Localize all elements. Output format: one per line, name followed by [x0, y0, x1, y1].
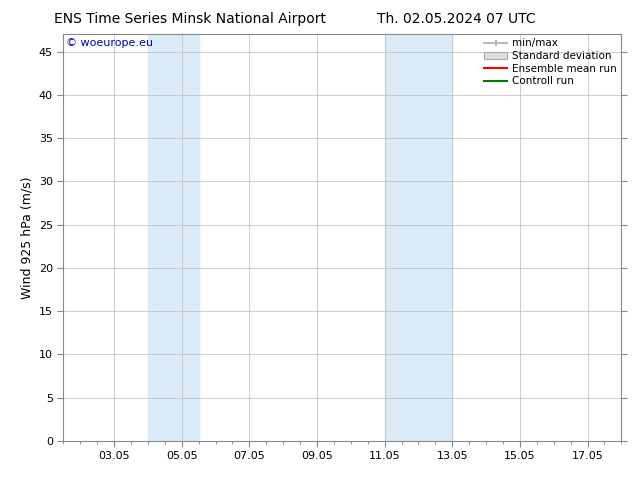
Bar	[148, 34, 198, 441]
Text: © woeurope.eu: © woeurope.eu	[66, 38, 153, 49]
Legend: min/max, Standard deviation, Ensemble mean run, Controll run: min/max, Standard deviation, Ensemble me…	[482, 36, 619, 88]
Text: ENS Time Series Minsk National Airport: ENS Time Series Minsk National Airport	[54, 12, 327, 26]
Y-axis label: Wind 925 hPa (m/s): Wind 925 hPa (m/s)	[20, 176, 34, 299]
Bar	[385, 34, 452, 441]
Text: Th. 02.05.2024 07 UTC: Th. 02.05.2024 07 UTC	[377, 12, 536, 26]
